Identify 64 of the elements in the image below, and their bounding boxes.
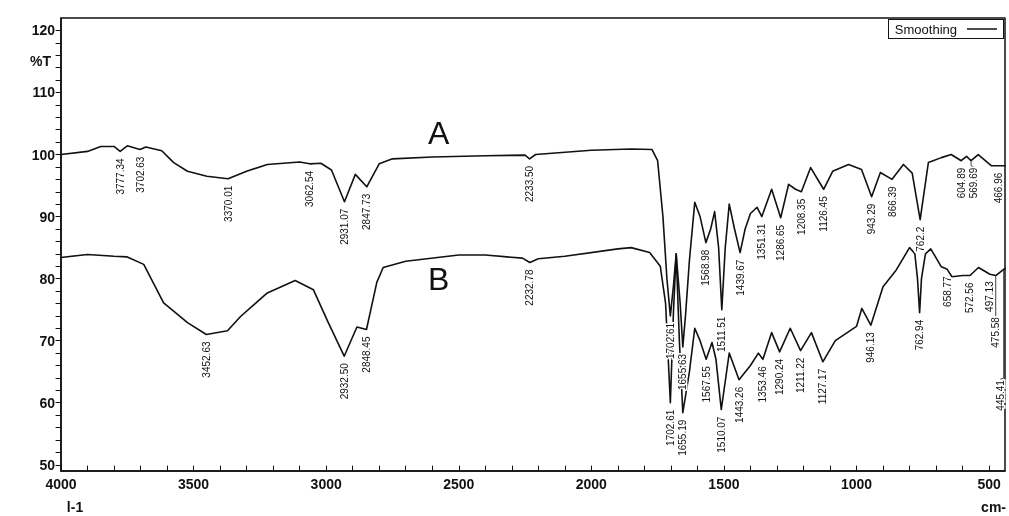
x-tick-label: 3000	[310, 476, 342, 492]
y-axis-title: %T	[30, 53, 52, 70]
x-tick-label: 1500	[708, 476, 740, 492]
annotation: 658.77	[941, 275, 953, 307]
x-tick-label: 1000	[840, 476, 873, 492]
annotation: 1511.51	[716, 316, 728, 353]
x-tick-label: 4000	[45, 476, 77, 492]
annotation: 1353.46	[757, 365, 769, 403]
annotation: 1126.45	[818, 195, 830, 232]
annotation: 604.89	[955, 167, 967, 199]
y-tick-label: 70	[39, 332, 56, 349]
annotation: 1290.24	[774, 358, 786, 396]
y-tick-label: 50	[39, 456, 56, 473]
annotation: 1655.63	[677, 353, 689, 391]
y-tick-label: 120	[31, 22, 56, 39]
annotation: 1567.55	[700, 365, 712, 403]
annotation: 1127.17	[817, 368, 829, 405]
annotation: 2232.78	[524, 269, 536, 306]
annotation: 1351.31	[756, 223, 768, 260]
legend-key: Smoothing	[887, 19, 1004, 39]
annotation: 3702.63	[134, 156, 146, 193]
series-label: A	[427, 115, 450, 151]
annotation: 946.13	[865, 331, 877, 363]
y-tick-label: 100	[31, 146, 56, 163]
annotation: 1439.67	[734, 259, 746, 296]
annotation: 3062.54	[304, 170, 316, 207]
annotation: 1510.07	[715, 416, 727, 453]
y-tick-label: 110	[32, 84, 56, 101]
annotation: 762.2	[914, 226, 926, 252]
y-tick-label: 90	[39, 208, 56, 225]
annotation: 1208.35	[795, 198, 807, 235]
annotation: 2931.07	[338, 208, 350, 245]
annotation: 1568.98	[700, 249, 712, 286]
annotation: 1286.65	[775, 224, 787, 261]
y-tick-label: 60	[39, 394, 56, 411]
annotation: 475.58	[990, 316, 1002, 348]
annotation: 3370.01	[222, 185, 234, 222]
annotation: 572.56	[964, 282, 976, 314]
y-tick-label: 80	[39, 270, 56, 287]
x-tick-label: 500	[977, 476, 1001, 492]
annotation: 3452.63	[200, 341, 212, 378]
annotation: 466.96	[992, 172, 1004, 204]
annotation: 943.29	[866, 203, 878, 235]
x-axis-title: cm-	[981, 499, 1007, 515]
annotation: 2233.50	[524, 165, 536, 203]
series-label: B	[427, 261, 450, 298]
legend-title: Smoothing	[894, 21, 957, 37]
text: l-1	[66, 499, 84, 515]
annotation: 2848.45	[360, 336, 372, 373]
annotation: 2932.50	[338, 362, 350, 400]
annotation: 497.13	[984, 280, 996, 312]
annotation: 569.69	[967, 167, 979, 199]
x-tick-label: 2500	[443, 476, 475, 492]
annotation: 866.39	[886, 185, 898, 217]
annotation: 1211.22	[795, 357, 807, 394]
x-tick-label: 3500	[178, 476, 210, 492]
annotation: 445.41	[995, 379, 1007, 411]
annotation: 1655.19	[677, 419, 689, 456]
annotation: 1702.61	[664, 409, 676, 446]
x-tick-label: 2000	[575, 476, 608, 492]
annotation: 3777.34	[114, 157, 126, 195]
annotation: 762.94	[914, 319, 926, 351]
annotation: 1443.26	[733, 386, 745, 423]
annotation: 2847.73	[361, 193, 373, 230]
